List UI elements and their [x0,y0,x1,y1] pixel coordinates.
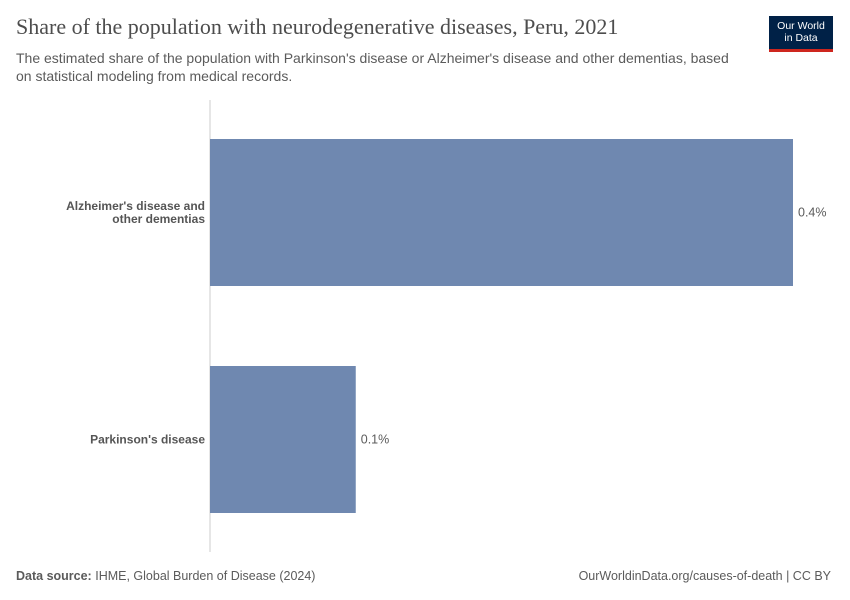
data-source-label: Data source: [16,569,92,583]
chart-subtitle: The estimated share of the population wi… [16,50,729,84]
category-label: Alzheimer's disease and other dementias [66,199,205,226]
data-source: Data source: IHME, Global Burden of Dise… [16,569,315,583]
credit-link[interactable]: OurWorldinData.org/causes-of-death | CC … [578,569,831,583]
data-source-link[interactable]: IHME, Global Burden of Disease (2024) [95,569,316,583]
logo-line-1: Our World [777,20,825,32]
owid-logo[interactable]: Our World in Data [769,16,833,52]
chart-title: Share of the population with neurodegene… [16,14,619,39]
logo-line-2: in Data [784,32,818,44]
category-label: Parkinson's disease [90,433,205,447]
bar[interactable] [210,139,793,286]
bar-value-label: 0.1% [361,433,390,447]
bar-value-label: 0.4% [798,206,827,220]
bar[interactable] [210,366,356,513]
